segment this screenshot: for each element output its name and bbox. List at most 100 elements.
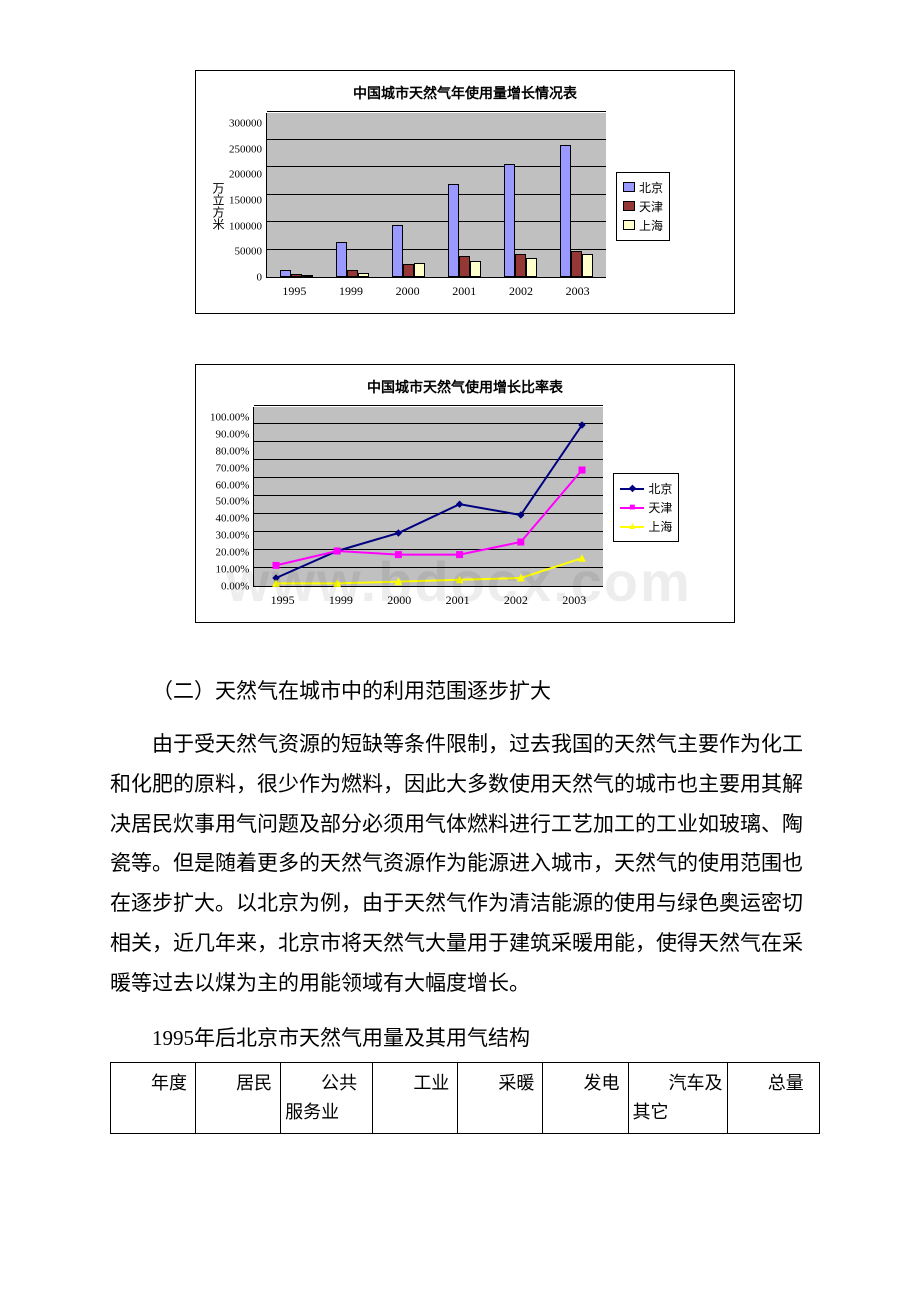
bar-chart-title: 中国城市天然气年使用量增长情况表 bbox=[210, 83, 720, 103]
bar-chart-container: 中国城市天然气年使用量增长情况表 万立方米 0 50000 100000 150000… bbox=[195, 70, 735, 314]
bar bbox=[392, 225, 403, 277]
bar-chart-x-ticks: 1995 1999 2000 2001 2002 2003 bbox=[266, 284, 606, 299]
legend-item: 北京 bbox=[623, 179, 663, 196]
document-page: 中国城市天然气年使用量增长情况表 万立方米 0 50000 100000 150000… bbox=[0, 0, 920, 1194]
y-tick-label: 60.00% bbox=[210, 480, 249, 491]
bar bbox=[470, 261, 481, 278]
y-tick-label: 100.00% bbox=[210, 413, 249, 424]
bar-group bbox=[560, 113, 593, 277]
table-header-cell: 居民 bbox=[196, 1063, 281, 1134]
bar-group bbox=[280, 113, 313, 277]
y-tick-label: 50.00% bbox=[210, 497, 249, 508]
body-paragraph: 由于受天然气资源的短缺等条件限制，过去我国的天然气主要作为化工和化肥的原料，很少… bbox=[110, 725, 820, 1004]
line-chart-container: 中国城市天然气使用增长比率表 0.00% 10.00% 20.00% 30.00% 40… bbox=[195, 364, 735, 623]
legend-item: ■ 天津 bbox=[620, 499, 672, 516]
y-tick-label: 150000 bbox=[229, 195, 262, 206]
x-tick-label: 2002 bbox=[509, 284, 533, 299]
bar bbox=[291, 274, 302, 277]
x-tick-label: 2000 bbox=[396, 284, 420, 299]
bar bbox=[582, 254, 593, 277]
bar bbox=[459, 256, 470, 277]
y-tick-label: 0.00% bbox=[210, 581, 249, 592]
legend-item: 天津 bbox=[623, 198, 663, 215]
legend-item: ▲ 上海 bbox=[620, 518, 672, 535]
x-tick-label: 1999 bbox=[339, 284, 363, 299]
y-tick-label: 10.00% bbox=[210, 565, 249, 576]
bar-chart-plot-area bbox=[266, 113, 606, 278]
legend-swatch bbox=[623, 201, 635, 211]
bar-chart-y-ticks: 050000100000150000200000250000300000 bbox=[229, 113, 266, 278]
legend-label: 天津 bbox=[648, 499, 672, 516]
line-chart-body: 0.00% 10.00% 20.00% 30.00% 40.00% 50.00% 60.00… bbox=[210, 407, 720, 608]
bar bbox=[571, 251, 582, 277]
y-tick-label: 40.00% bbox=[210, 514, 249, 525]
legend-line-icon: ■ bbox=[620, 507, 644, 509]
table-caption: 1995年后北京市天然气用量及其用气结构 bbox=[110, 1022, 820, 1052]
legend-label: 上海 bbox=[639, 217, 663, 234]
y-tick-label: 200000 bbox=[229, 170, 262, 181]
bar bbox=[515, 254, 526, 277]
x-tick-label: 2000 bbox=[387, 593, 411, 608]
legend-line-icon: ◆ bbox=[620, 488, 644, 490]
y-tick-label: 80.00% bbox=[210, 446, 249, 457]
legend-swatch bbox=[623, 182, 635, 192]
table-header-cell: 采暖 bbox=[458, 1063, 543, 1134]
line-chart-x-ticks: 1995 1999 2000 2001 2002 2003 bbox=[253, 593, 603, 608]
legend-label: 北京 bbox=[639, 179, 663, 196]
bar bbox=[414, 263, 425, 277]
y-tick-label: 70.00% bbox=[210, 463, 249, 474]
table-header-cell: 公共服务业 bbox=[281, 1063, 373, 1134]
table-header-cell: 工业 bbox=[373, 1063, 458, 1134]
section-heading: （二）天然气在城市中的利用范围逐步扩大 bbox=[110, 673, 820, 711]
bar-chart-legend: 北京天津上海 bbox=[616, 172, 670, 241]
legend-swatch bbox=[623, 220, 635, 230]
legend-line-icon: ▲ bbox=[620, 526, 644, 528]
y-tick-label: 100000 bbox=[229, 221, 262, 232]
x-tick-label: 1999 bbox=[329, 593, 353, 608]
table-header-cell: 汽车及其它 bbox=[628, 1063, 727, 1134]
bar-group bbox=[336, 113, 369, 277]
bar-group bbox=[448, 113, 481, 277]
line-chart-title: 中国城市天然气使用增长比率表 bbox=[210, 377, 720, 397]
legend-item: ◆ 北京 bbox=[620, 480, 672, 497]
legend-label: 上海 bbox=[648, 518, 672, 535]
bar bbox=[347, 270, 358, 277]
line-chart-y-ticks: 0.00%10.00%20.00%30.00%40.00%50.00%60.00… bbox=[210, 407, 253, 587]
y-tick-label: 20.00% bbox=[210, 548, 249, 559]
bar bbox=[448, 184, 459, 278]
y-tick-label: 30.00% bbox=[210, 531, 249, 542]
y-tick-label: 300000 bbox=[229, 119, 262, 130]
bar bbox=[526, 258, 537, 277]
table-header-cell: 总量 bbox=[727, 1063, 819, 1134]
bar bbox=[280, 270, 291, 277]
bar bbox=[358, 273, 369, 277]
x-tick-label: 2001 bbox=[452, 284, 476, 299]
bar-chart-body: 万立方米 0 50000 100000 150000 200000 250000 30000… bbox=[210, 113, 720, 299]
line-chart-plot-area bbox=[253, 407, 603, 587]
y-tick-label: 50000 bbox=[229, 247, 262, 258]
x-tick-label: 2003 bbox=[566, 284, 590, 299]
x-tick-label: 1995 bbox=[282, 284, 306, 299]
y-tick-label: 90.00% bbox=[210, 429, 249, 440]
bar-chart-y-label: 万立方米 bbox=[210, 113, 229, 299]
x-tick-label: 2001 bbox=[446, 593, 470, 608]
usage-structure-table: 年度居民公共服务业工业采暖发电汽车及其它总量 bbox=[110, 1062, 820, 1134]
y-tick-label: 250000 bbox=[229, 144, 262, 155]
bar bbox=[403, 264, 414, 277]
x-tick-label: 2002 bbox=[504, 593, 528, 608]
legend-item: 上海 bbox=[623, 217, 663, 234]
table-header-row: 年度居民公共服务业工业采暖发电汽车及其它总量 bbox=[111, 1063, 820, 1134]
table-header-cell: 年度 bbox=[111, 1063, 196, 1134]
bar-group bbox=[504, 113, 537, 277]
x-tick-label: 1995 bbox=[271, 593, 295, 608]
table-header-cell: 发电 bbox=[543, 1063, 628, 1134]
x-tick-label: 2003 bbox=[562, 593, 586, 608]
legend-label: 北京 bbox=[648, 480, 672, 497]
legend-label: 天津 bbox=[639, 198, 663, 215]
line-chart-legend: ◆ 北京 ■ 天津 ▲ 上海 bbox=[613, 473, 679, 542]
bar bbox=[504, 164, 515, 277]
y-tick-label: 0 bbox=[229, 272, 262, 283]
bar bbox=[302, 275, 313, 277]
bar bbox=[336, 242, 347, 277]
bar bbox=[560, 145, 571, 277]
